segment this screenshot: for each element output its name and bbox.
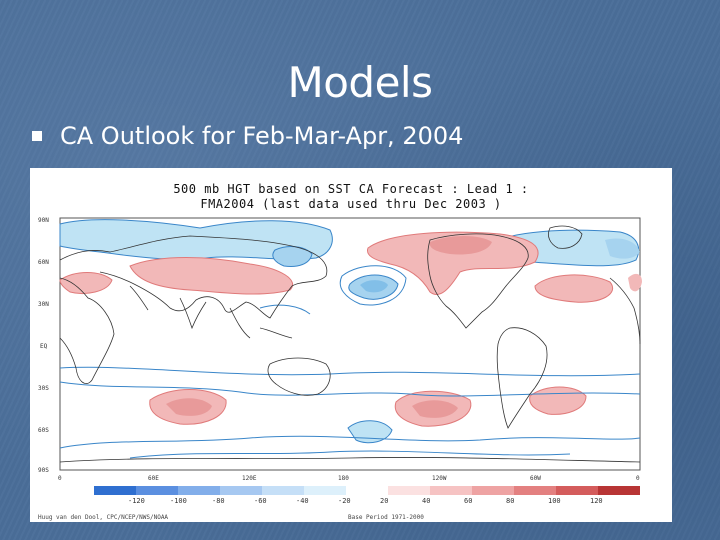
lat-label: 30S (38, 385, 49, 392)
lon-label: 120E (242, 475, 257, 482)
lat-label: EQ (40, 343, 48, 350)
color-bar-swatch (346, 486, 388, 495)
color-bar-swatch (430, 486, 472, 495)
lon-label: 60E (148, 475, 159, 482)
color-bar-swatch (556, 486, 598, 495)
coastlines (59, 225, 641, 463)
color-bar-label: -80 (212, 497, 225, 505)
lon-label: 120W (432, 475, 447, 482)
lat-label: 30N (38, 301, 49, 308)
lon-label: 0 (636, 475, 640, 482)
color-bar-label: -120 (128, 497, 145, 505)
lat-label: 60N (38, 259, 49, 266)
color-bar-swatch (220, 486, 262, 495)
color-bar-label: 60 (464, 497, 472, 505)
color-bar-swatch (388, 486, 430, 495)
bullet-square-icon (32, 131, 42, 141)
map-base-period: Base Period 1971-2000 (348, 514, 424, 521)
color-bar-swatch (136, 486, 178, 495)
lat-label: 90N (38, 217, 49, 224)
forecast-map-panel: 500 mb HGT based on SST CA Forecast : Le… (30, 168, 672, 522)
color-bar-swatch (598, 486, 640, 495)
color-bar-swatch (94, 486, 136, 495)
lon-label: 0 (58, 475, 62, 482)
color-bar-label: 100 (548, 497, 561, 505)
color-bar-swatch (472, 486, 514, 495)
lat-label: 60S (38, 427, 49, 434)
map-title-line-2: FMA2004 (last data used thru Dec 2003 ) (200, 197, 502, 211)
color-bar-label: 80 (506, 497, 514, 505)
bullet-item: CA Outlook for Feb-Mar-Apr, 2004 (32, 118, 463, 154)
map-title: 500 mb HGT based on SST CA Forecast : Le… (30, 182, 672, 212)
color-bar-label: 120 (590, 497, 603, 505)
color-bar-label: -100 (170, 497, 187, 505)
latitude-labels: 90N 60N 30N EQ 30S 60S 90S (38, 217, 49, 474)
color-bar-swatch (514, 486, 556, 495)
bullet-text: CA Outlook for Feb-Mar-Apr, 2004 (60, 122, 464, 150)
longitude-labels: 0 60E 120E 180 120W 60W 0 (58, 475, 640, 482)
map-credit: Huug van den Dool, CPC/NCEP/NWS/NOAA (38, 514, 169, 521)
slide-title: Models (287, 58, 433, 107)
lon-label: 60W (530, 475, 541, 482)
color-bar-label: 20 (380, 497, 388, 505)
color-bar-swatch (178, 486, 220, 495)
map-title-line-1: 500 mb HGT based on SST CA Forecast : Le… (173, 182, 529, 196)
color-bar-label: -20 (338, 497, 351, 505)
color-bar-swatch (262, 486, 304, 495)
color-bar-label: -40 (296, 497, 309, 505)
color-bar-label: 40 (422, 497, 430, 505)
color-bar-label: -60 (254, 497, 267, 505)
forecast-map-svg: 90N 60N 30N EQ 30S 60S 90S 0 60E 120E 18… (38, 217, 642, 505)
color-bar-swatch (304, 486, 346, 495)
lat-label: 90S (38, 467, 49, 474)
color-bar: -120 -100 -80 -60 -40 -20 20 40 60 80 100 120 (94, 486, 640, 505)
lon-label: 180 (338, 475, 349, 482)
